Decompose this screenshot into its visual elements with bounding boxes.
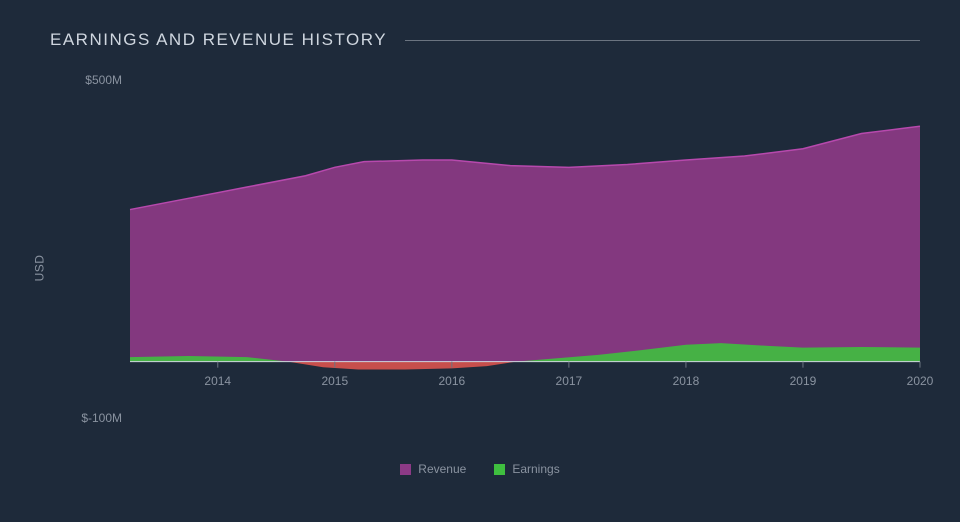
legend-item-earnings: Earnings [494,462,559,476]
x-tick-label: 2016 [438,374,465,388]
legend-label-revenue: Revenue [418,462,466,476]
x-tick-label: 2015 [321,374,348,388]
x-tick-label: 2017 [556,374,583,388]
title-row: EARNINGS AND REVENUE HISTORY [30,30,930,50]
earnings-neg-area [288,362,516,370]
plot-svg [130,80,920,418]
plot-wrap: USD Revenue Earnings $500M $-100M 2014 2015… [30,58,930,478]
legend-swatch-revenue [400,464,411,475]
chart-container: EARNINGS AND REVENUE HISTORY USD Revenue… [0,0,960,522]
title-rule [405,40,920,41]
legend-swatch-earnings [494,464,505,475]
legend-item-revenue: Revenue [400,462,466,476]
y-axis-label: USD [32,255,46,282]
legend-label-earnings: Earnings [512,462,559,476]
y-tick-label: $-100M [81,411,122,425]
legend: Revenue Earnings [30,462,930,476]
x-tick-label: 2018 [673,374,700,388]
x-tick-label: 2019 [790,374,817,388]
chart-title: EARNINGS AND REVENUE HISTORY [50,30,387,50]
y-tick-label: $500M [85,73,122,87]
plot-area [130,80,920,418]
x-tick-label: 2020 [907,374,934,388]
revenue-area [130,126,920,361]
x-tick-label: 2014 [204,374,231,388]
